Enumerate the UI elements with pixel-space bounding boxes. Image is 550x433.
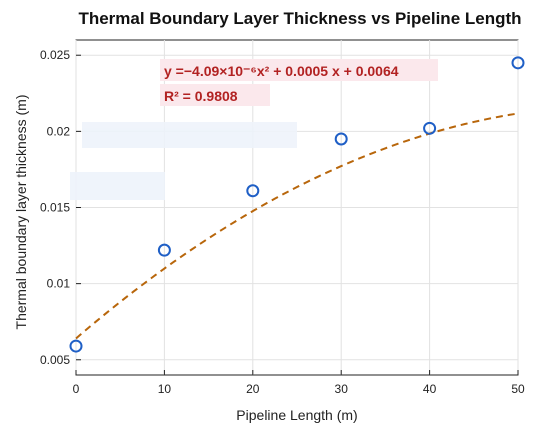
y-tick-label: 0.025 bbox=[40, 48, 70, 62]
ghost-overlay bbox=[70, 122, 297, 200]
x-tick-label: 10 bbox=[158, 382, 172, 396]
data-points bbox=[69, 56, 525, 353]
x-tick-label: 30 bbox=[335, 382, 349, 396]
equation-background bbox=[160, 59, 438, 81]
fit-curve bbox=[75, 112, 519, 340]
r-squared-label: R² = 0.9808 bbox=[164, 88, 238, 104]
x-axis-ticks: 0 10 20 30 40 50 bbox=[73, 370, 525, 396]
x-tick-label: 20 bbox=[246, 382, 260, 396]
data-point bbox=[423, 121, 437, 135]
y-axis-ticks: 0.005 0.01 0.015 0.02 0.025 bbox=[40, 48, 81, 367]
y-tick-label: 0.005 bbox=[40, 353, 70, 367]
x-tick-label: 0 bbox=[73, 382, 80, 396]
y-axis-label: Thermal boundary layer thickness (m) bbox=[13, 95, 29, 330]
data-point bbox=[511, 56, 525, 70]
data-point bbox=[69, 339, 83, 353]
r-squared-background bbox=[160, 84, 270, 106]
y-tick-label: 0.02 bbox=[47, 124, 71, 138]
y-tick-label: 0.01 bbox=[47, 277, 71, 291]
x-tick-label: 40 bbox=[423, 382, 437, 396]
fit-equation: y =−4.09×10⁻⁶x² + 0.0005 x + 0.0064 bbox=[164, 63, 399, 79]
x-tick-label: 50 bbox=[511, 382, 525, 396]
y-tick-label: 0.015 bbox=[40, 201, 70, 215]
fit-curve-group bbox=[75, 112, 519, 340]
ghost-overlay-band bbox=[82, 122, 297, 148]
ghost-overlay-band bbox=[70, 172, 165, 200]
x-axis-label: Pipeline Length (m) bbox=[236, 407, 357, 423]
data-point bbox=[334, 132, 348, 146]
data-point bbox=[157, 243, 171, 257]
data-point bbox=[246, 184, 260, 198]
chart-title: Thermal Boundary Layer Thickness vs Pipe… bbox=[78, 9, 521, 28]
